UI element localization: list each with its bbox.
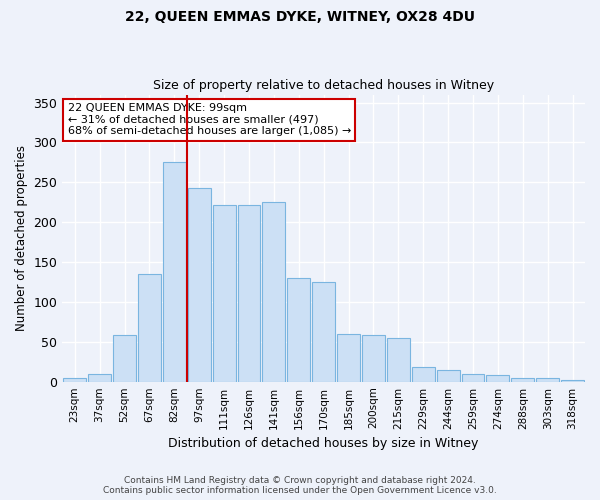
Text: Contains HM Land Registry data © Crown copyright and database right 2024.
Contai: Contains HM Land Registry data © Crown c…	[103, 476, 497, 495]
Y-axis label: Number of detached properties: Number of detached properties	[15, 145, 28, 331]
Bar	[437, 370, 460, 382]
Bar	[561, 380, 584, 382]
Bar	[63, 378, 86, 382]
Bar	[287, 278, 310, 382]
Bar	[163, 162, 186, 382]
Bar	[536, 378, 559, 382]
Bar	[511, 378, 534, 382]
Bar	[362, 336, 385, 382]
Title: Size of property relative to detached houses in Witney: Size of property relative to detached ho…	[153, 79, 494, 92]
Bar	[487, 374, 509, 382]
Bar	[88, 374, 111, 382]
Bar	[138, 274, 161, 382]
Bar	[312, 282, 335, 382]
Bar	[238, 204, 260, 382]
Bar	[412, 368, 434, 382]
Text: 22, QUEEN EMMAS DYKE, WITNEY, OX28 4DU: 22, QUEEN EMMAS DYKE, WITNEY, OX28 4DU	[125, 10, 475, 24]
Text: 22 QUEEN EMMAS DYKE: 99sqm
← 31% of detached houses are smaller (497)
68% of sem: 22 QUEEN EMMAS DYKE: 99sqm ← 31% of deta…	[68, 103, 351, 136]
Bar	[337, 334, 360, 382]
Bar	[188, 188, 211, 382]
Bar	[387, 338, 410, 382]
Bar	[262, 202, 286, 382]
Bar	[212, 204, 236, 382]
Bar	[113, 336, 136, 382]
X-axis label: Distribution of detached houses by size in Witney: Distribution of detached houses by size …	[169, 437, 479, 450]
Bar	[461, 374, 484, 382]
